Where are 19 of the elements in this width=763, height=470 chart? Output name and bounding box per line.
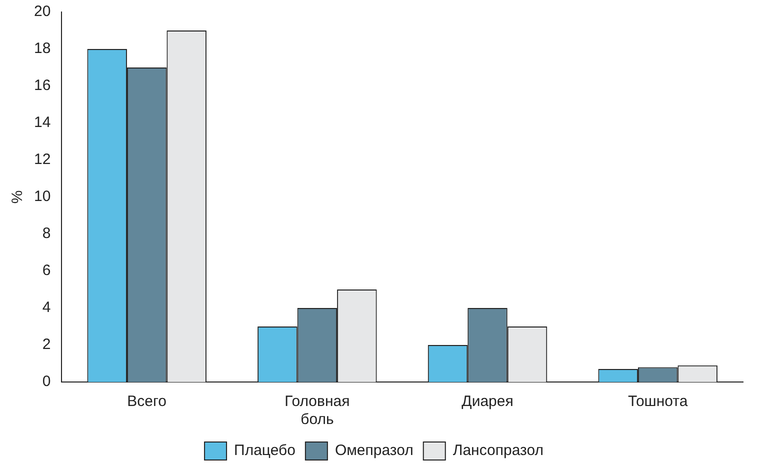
x-tick-label: Головная боль bbox=[284, 393, 350, 428]
x-tick-label: Диарея bbox=[462, 393, 514, 410]
y-tick-label: 2 bbox=[42, 336, 51, 354]
y-axis-title: % bbox=[9, 190, 26, 204]
legend-label: Плацебо bbox=[234, 442, 296, 460]
y-tick-label: 4 bbox=[42, 299, 51, 316]
x-tick-label: Тошнота bbox=[628, 393, 688, 410]
y-tick-label: 6 bbox=[42, 262, 51, 280]
y-tick-label: 0 bbox=[42, 373, 51, 390]
x-tick-label: Всего bbox=[127, 393, 167, 410]
y-tick-label: 8 bbox=[42, 225, 51, 242]
y-tick-label: 10 bbox=[34, 188, 51, 206]
y-tick-label: 12 bbox=[34, 151, 51, 168]
y-tick-label: 16 bbox=[34, 77, 51, 94]
y-tick-label: 20 bbox=[34, 3, 51, 20]
legend-label: Омепразол bbox=[334, 442, 414, 460]
y-tick-label: 18 bbox=[34, 40, 51, 58]
y-tick-label: 14 bbox=[34, 114, 51, 132]
legend-label: Лансопразол bbox=[452, 442, 544, 460]
